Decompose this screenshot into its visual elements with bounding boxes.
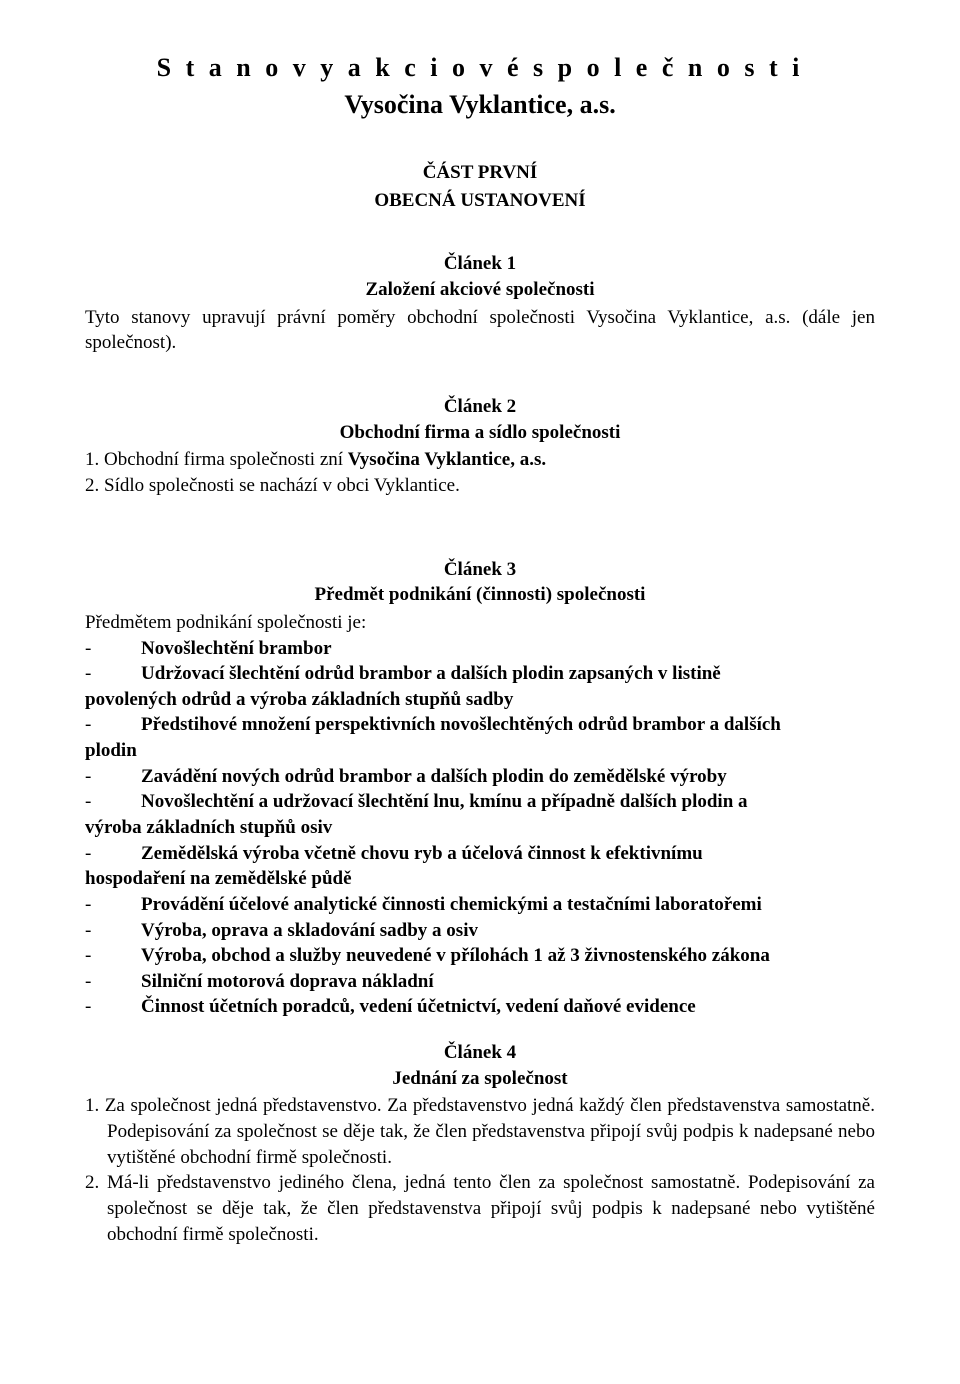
activity-text: Činnost účetních poradců, vedení účetnic… — [141, 994, 875, 1020]
article2-item1-bold: Vysočina Vyklantice, a.s. — [348, 449, 546, 470]
activity-text: Zemědělská výroba včetně chovu ryb a úče… — [141, 841, 875, 867]
dash-icon: - — [85, 636, 141, 662]
spacer — [85, 1020, 875, 1040]
activity-continuation: hospodaření na zemědělské půdě — [85, 866, 875, 892]
article2-title: Obchodní firma a sídlo společnosti — [85, 420, 875, 446]
part-title-line1: ČÁST PRVNÍ — [85, 160, 875, 186]
activity-item: -Výroba, oprava a skladování sadby a osi… — [85, 918, 875, 944]
activity-item: -Zavádění nových odrůd brambor a dalších… — [85, 764, 875, 790]
document-title: S t a n o v y a k c i o v é s p o l e č … — [85, 50, 875, 85]
activity-text: Výroba, oprava a skladování sadby a osiv — [141, 918, 875, 944]
dash-icon: - — [85, 764, 141, 790]
article2-number: Článek 2 — [85, 394, 875, 420]
article2-item2: 2. Sídlo společnosti se nachází v obci V… — [85, 473, 875, 499]
activity-item: -Novošlechtění a udržovací šlechtění lnu… — [85, 789, 875, 815]
activity-continuation: povolených odrůd a výroba základních stu… — [85, 687, 875, 713]
activity-text: Provádění účelové analytické činnosti ch… — [141, 892, 875, 918]
activity-text: Výroba, obchod a služby neuvedené v příl… — [141, 943, 875, 969]
activity-item: -Předstihové množení perspektivních novo… — [85, 712, 875, 738]
activity-item: -Novošlechtění brambor — [85, 636, 875, 662]
dash-icon: - — [85, 994, 141, 1020]
spacer — [85, 356, 875, 394]
document-subtitle: Vysočina Vyklantice, a.s. — [85, 87, 875, 122]
article4-title: Jednání za společnost — [85, 1066, 875, 1092]
activity-text: Předstihové množení perspektivních novoš… — [141, 712, 875, 738]
article1-body: Tyto stanovy upravují právní poměry obch… — [85, 305, 875, 356]
activity-text: Zavádění nových odrůd brambor a dalších … — [141, 764, 875, 790]
article1-title: Založení akciové společnosti — [85, 277, 875, 303]
dash-icon: - — [85, 841, 141, 867]
activity-text: Udržovací šlechtění odrůd brambor a dalš… — [141, 661, 875, 687]
dash-icon: - — [85, 943, 141, 969]
activity-continuation: plodin — [85, 738, 875, 764]
activity-item: -Výroba, obchod a služby neuvedené v pří… — [85, 943, 875, 969]
activity-text: Novošlechtění brambor — [141, 636, 875, 662]
dash-icon: - — [85, 712, 141, 738]
activity-text: Novošlechtění a udržovací šlechtění lnu,… — [141, 789, 875, 815]
article2-item1-prefix: 1. Obchodní firma společnosti zní — [85, 449, 348, 470]
article1-number: Článek 1 — [85, 251, 875, 277]
activity-continuation: výroba základních stupňů osiv — [85, 815, 875, 841]
spacer — [85, 537, 875, 557]
article3-intro: Předmětem podnikání společnosti je: — [85, 610, 875, 636]
activity-item: -Provádění účelové analytické činnosti c… — [85, 892, 875, 918]
activity-item: -Zemědělská výroba včetně chovu ryb a úč… — [85, 841, 875, 867]
article4-item1: 1. Za společnost jedná představenstvo. Z… — [85, 1093, 875, 1170]
dash-icon: - — [85, 969, 141, 995]
activity-item: -Udržovací šlechtění odrůd brambor a dal… — [85, 661, 875, 687]
activity-item: -Činnost účetních poradců, vedení účetni… — [85, 994, 875, 1020]
article3-title: Předmět podnikání (činnosti) společnosti — [85, 582, 875, 608]
article2-item1: 1. Obchodní firma společnosti zní Vysoči… — [85, 447, 875, 473]
activity-text: Silniční motorová doprava nákladní — [141, 969, 875, 995]
dash-icon: - — [85, 892, 141, 918]
dash-icon: - — [85, 918, 141, 944]
part-title-line2: OBECNÁ USTANOVENÍ — [85, 188, 875, 214]
article4-number: Článek 4 — [85, 1040, 875, 1066]
article4-item2: 2. Má-li představenstvo jediného člena, … — [85, 1170, 875, 1247]
spacer — [85, 499, 875, 537]
article3-number: Článek 3 — [85, 557, 875, 583]
dash-icon: - — [85, 661, 141, 687]
activity-item: -Silniční motorová doprava nákladní — [85, 969, 875, 995]
activities-list: -Novošlechtění brambor-Udržovací šlechtě… — [85, 636, 875, 1021]
dash-icon: - — [85, 789, 141, 815]
